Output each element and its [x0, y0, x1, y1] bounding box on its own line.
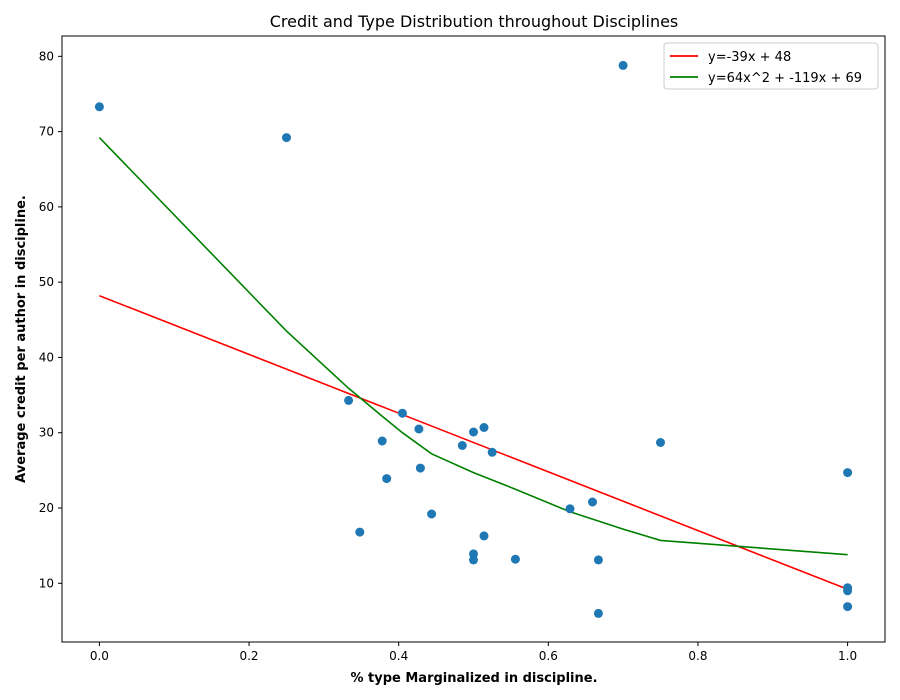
x-tick-label: 0.4 [389, 649, 408, 663]
y-tick-label: 30 [39, 426, 54, 440]
scatter-point [469, 555, 478, 565]
legend-label: y=64x^2 + -119x + 69 [708, 71, 862, 86]
scatter-point [656, 438, 665, 447]
scatter-point [618, 60, 628, 70]
legend-box [663, 42, 879, 90]
y-tick-label: 50 [39, 275, 54, 289]
scatter-point [593, 608, 603, 618]
scatter-point [377, 436, 387, 446]
y-tick-label: 80 [39, 49, 54, 63]
scatter-point [479, 423, 489, 432]
scatter-point [414, 424, 424, 434]
fit-lines [98, 137, 848, 591]
scatter-point [415, 463, 425, 473]
scatter-point [843, 586, 853, 596]
y-tick-label: 20 [39, 501, 54, 515]
scatter-point [382, 474, 392, 484]
scatter-point [427, 509, 437, 519]
fit-line-2 [98, 137, 848, 556]
scatter-point [344, 395, 354, 405]
y-tick-label: 10 [39, 576, 54, 590]
scatter-point [355, 527, 365, 537]
x-tick-label: 0.2 [239, 649, 258, 663]
fit-line-1 [99, 294, 848, 591]
scatter-point [565, 504, 575, 514]
scatter-points [94, 60, 853, 618]
scatter-point [588, 497, 597, 507]
x-tick-label: 0.8 [688, 649, 707, 663]
x-tick-label: 1.0 [838, 649, 857, 663]
x-tick-label: 0.6 [539, 649, 558, 663]
scatter-point [282, 133, 291, 143]
scatter-point [397, 408, 407, 418]
scatter-point [487, 447, 497, 457]
y-axis-label: Average credit per author in discipline. [14, 195, 29, 483]
scatter-point [843, 602, 853, 612]
plot-area-frame [61, 35, 886, 643]
legend: y=-39x + 48 y=64x^2 + -119x + 69 [663, 42, 879, 90]
x-tick-label: 0.0 [90, 649, 109, 663]
y-tick-label: 60 [39, 200, 54, 214]
y-tick-label: 70 [39, 125, 54, 139]
chart-title: Credit and Type Distribution throughout … [270, 12, 679, 31]
x-axis-ticks: 0.0 0.2 0.4 0.6 0.8 1.0 [90, 642, 857, 663]
x-axis-label: % type Marginalized in discipline. [350, 671, 597, 686]
scatter-point [843, 468, 853, 478]
scatter-point [510, 554, 520, 564]
y-axis-ticks: 10 20 30 40 50 60 70 80 [39, 49, 62, 590]
scatter-point [457, 441, 467, 450]
legend-label: y=-39x + 48 [708, 50, 791, 65]
scatter-point [94, 102, 104, 112]
scatter-point [469, 427, 478, 437]
scatter-point [479, 531, 489, 541]
y-tick-label: 40 [39, 350, 54, 364]
scatter-point [593, 555, 603, 565]
